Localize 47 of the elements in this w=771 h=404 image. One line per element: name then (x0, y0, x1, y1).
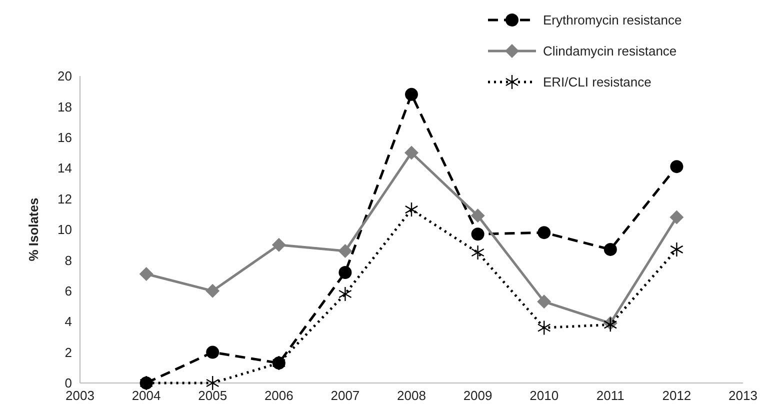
point (404, 202, 418, 218)
point (471, 228, 484, 241)
y-tick-label: 4 (64, 314, 72, 330)
point (404, 146, 418, 160)
x-tick-label: 2008 (397, 388, 426, 403)
point (471, 244, 484, 260)
y-tick-label: 16 (58, 130, 72, 145)
point (470, 208, 485, 223)
y-tick-label: 18 (58, 99, 72, 114)
point (338, 266, 352, 279)
x-tick-label: 2005 (198, 388, 228, 403)
y-tick-label: 0 (64, 376, 72, 391)
x-tick-label: 2009 (463, 388, 492, 403)
point (338, 244, 352, 258)
point (206, 284, 220, 298)
x-tick-label: 2011 (596, 388, 624, 403)
legend-label: Erythromycin resistance (543, 12, 682, 28)
y-tick-label: 2 (64, 344, 72, 360)
point (206, 346, 220, 359)
point (538, 226, 551, 240)
legend-label: ERI/CLI resistance (543, 74, 652, 90)
point (206, 375, 220, 391)
x-tick-label: 2004 (132, 388, 161, 403)
point (139, 267, 154, 282)
point (670, 242, 684, 258)
point (338, 286, 352, 302)
y-tick-label: 6 (64, 283, 72, 298)
x-tick-label: 2006 (264, 388, 294, 403)
legend-label: Clindamycin resistance (543, 44, 677, 59)
x-tick-label: 2007 (330, 388, 360, 403)
x-tick-label: 2013 (728, 388, 758, 403)
point (537, 294, 552, 309)
point (272, 238, 286, 252)
x-tick-label: 2012 (662, 388, 692, 403)
point (405, 88, 418, 101)
y-tick-label: 10 (58, 222, 72, 238)
point (604, 242, 617, 256)
x-tick-label: 2010 (530, 388, 559, 403)
point (670, 210, 684, 224)
y-axis-title: % Isolates (26, 198, 41, 262)
x-tick-label: 2003 (66, 388, 94, 403)
y-tick-label: 8 (64, 252, 72, 268)
y-tick-label: 14 (58, 160, 72, 176)
y-tick-label: 12 (58, 191, 72, 206)
point (670, 160, 684, 174)
point (537, 320, 551, 336)
y-tick-label: 20 (58, 68, 72, 84)
